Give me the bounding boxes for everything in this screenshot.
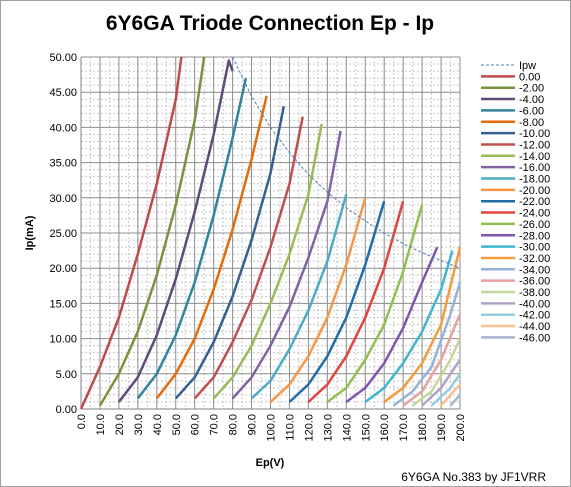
x-tick-label: 200.0 [455, 414, 467, 442]
x-tick-label: 60.0 [190, 414, 202, 435]
series-line [411, 338, 462, 407]
series-line [193, 116, 304, 400]
legend-label: -36.00 [519, 276, 550, 288]
legend-label: -32.00 [519, 253, 550, 265]
legend-label: -26.00 [519, 219, 550, 231]
series-line [402, 313, 462, 407]
y-tick-label: 50.00 [49, 52, 77, 64]
x-tick-label: 160.0 [379, 414, 391, 442]
y-tick-label: 40.00 [49, 122, 77, 134]
series-line [364, 250, 454, 404]
x-tick-label: 120.0 [303, 414, 315, 442]
legend-label: -8.00 [519, 117, 544, 129]
series-line [155, 95, 268, 400]
legend-label: -38.00 [519, 287, 550, 299]
legend-label: -44.00 [519, 321, 550, 333]
x-axis-title: Ep(V) [256, 457, 285, 469]
series-line [421, 359, 462, 407]
x-tick-label: 10.0 [95, 414, 107, 435]
legend-label: -2.00 [519, 83, 544, 95]
series-line [136, 77, 248, 400]
legend-label: -12.00 [519, 139, 550, 151]
axes: 0.00 5.00 10.00 15.00 20.00 25.00 30.00 35.00 40… [49, 52, 467, 442]
x-tick-label: 0.0 [76, 414, 88, 429]
legend-label: -20.00 [519, 185, 550, 197]
chart-title: 6Y6GA Triode Connection Ep - Ip [105, 12, 435, 35]
series-line [430, 373, 462, 407]
series-line [307, 200, 405, 403]
x-tick-label: 80.0 [228, 414, 240, 435]
x-tick-label: 150.0 [360, 414, 372, 442]
legend-label: -10.00 [519, 128, 550, 140]
x-tick-label: 140.0 [341, 414, 353, 442]
series-line [345, 246, 439, 404]
legend-label: -4.00 [519, 94, 544, 106]
legend-label: -46.00 [519, 332, 550, 344]
y-tick-label: 15.00 [49, 298, 77, 310]
legend-label: -6.00 [519, 105, 544, 117]
y-tick-label: 25.00 [49, 228, 77, 240]
series-line [212, 123, 323, 400]
x-tick-label: 180.0 [417, 414, 429, 442]
x-tick-label: 110.0 [284, 414, 296, 441]
legend-label: -18.00 [519, 174, 550, 186]
series-line [392, 281, 462, 407]
x-tick-label: 100.0 [266, 414, 278, 442]
y-tick-label: 30.00 [49, 193, 77, 205]
x-tick-label: 190.0 [436, 414, 448, 442]
legend-label: -22.00 [519, 196, 550, 208]
y-tick-label: 35.00 [49, 158, 77, 170]
x-tick-label: 130.0 [322, 414, 334, 442]
grid [80, 56, 461, 410]
x-tick-label: 20.0 [114, 414, 126, 435]
series-line [231, 130, 342, 400]
legend-label: -34.00 [519, 264, 550, 276]
legend-label: -40.00 [519, 298, 550, 310]
series-lines [79, 56, 462, 410]
series-line [250, 193, 348, 400]
legend-label: -42.00 [519, 310, 550, 322]
x-tick-label: 50.0 [171, 414, 183, 435]
pw-curve-line [232, 56, 461, 269]
legend-label: -16.00 [519, 162, 550, 174]
legend-label: 0.00 [519, 71, 540, 83]
legend-label: -24.00 [519, 208, 550, 220]
series-line [98, 56, 206, 407]
y-tick-label: 5.00 [56, 369, 77, 381]
chart-footer: 6Y6GA No.383 by JF1VRR [401, 470, 546, 484]
series-line [440, 383, 461, 407]
x-tick-label: 40.0 [152, 414, 164, 435]
x-tick-label: 90.0 [247, 414, 259, 435]
x-tick-label: 170.0 [398, 414, 410, 442]
legend-label: -28.00 [519, 230, 550, 242]
series-line [79, 56, 183, 410]
series-line [269, 197, 367, 403]
y-tick-label: 10.00 [49, 334, 77, 346]
legend-label: -14.00 [519, 151, 550, 163]
x-tick-label: 30.0 [133, 414, 145, 435]
series-line [383, 246, 462, 404]
series-line [288, 200, 386, 403]
y-tick-label: 20.00 [49, 263, 77, 275]
legend: Ipw0.00-2.00-4.00-6.00-8.00-10.00-12.00-… [481, 60, 550, 344]
series-line [117, 59, 234, 403]
series-line [326, 204, 424, 404]
y-axis-title: Ip(mA) [24, 215, 36, 250]
y-tick-label: 0.00 [56, 404, 77, 416]
legend-label: Ipw [519, 60, 536, 72]
y-tick-label: 45.00 [49, 87, 77, 99]
series-line [449, 394, 461, 407]
series-line [174, 106, 286, 400]
x-tick-label: 70.0 [209, 414, 221, 435]
legend-label: -30.00 [519, 242, 550, 254]
